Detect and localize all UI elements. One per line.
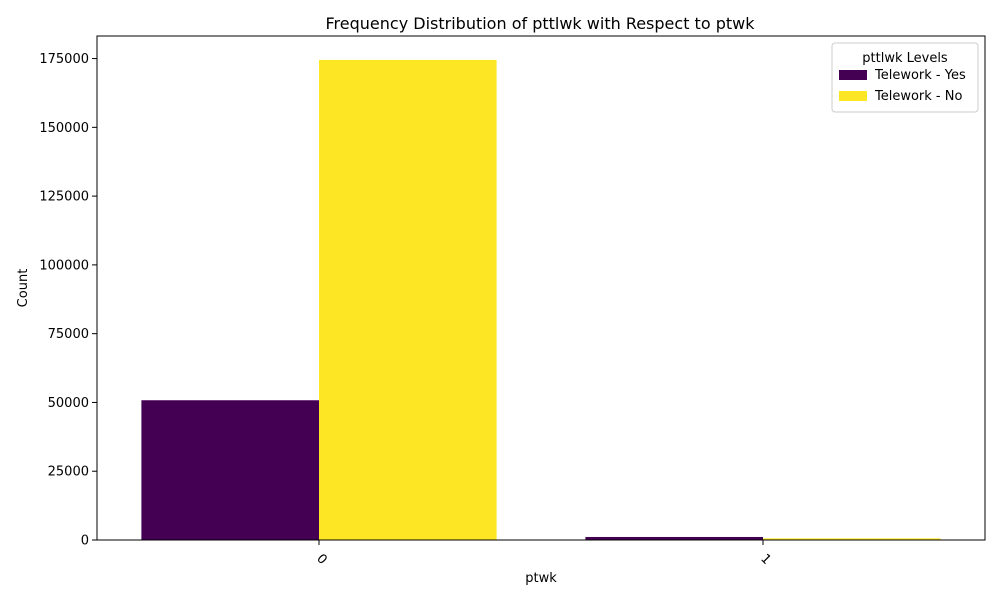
y-tick-label: 75000 — [48, 327, 89, 342]
legend-title: pttlwk Levels — [862, 51, 948, 66]
y-tick-label: 125000 — [39, 190, 89, 205]
legend-label: Telework - Yes — [874, 68, 966, 83]
bars-group — [141, 59, 941, 540]
y-tick-label: 0 — [81, 534, 89, 549]
legend-entries: Telework - Yes Telework - No — [839, 68, 966, 104]
y-tick-label: 175000 — [39, 52, 89, 67]
legend-label: Telework - No — [874, 89, 962, 104]
y-tick-label: 50000 — [48, 396, 89, 411]
x-axis-label: ptwk — [525, 571, 557, 586]
bar-telework-no-cat-0 — [319, 59, 497, 540]
x-tick-label: 0 — [313, 551, 329, 567]
y-axis-ticks: 0 25000 50000 75000 100000 125000 150000 175000 — [39, 52, 97, 549]
y-axis-label: Count — [16, 269, 31, 308]
legend-swatch — [839, 91, 867, 101]
legend-box — [831, 42, 979, 113]
plot-frame — [96, 35, 986, 541]
y-tick-label: 150000 — [39, 121, 89, 136]
bar-telework-yes-cat-0 — [141, 400, 319, 540]
chart-title: Frequency Distribution of pttlwk with Re… — [326, 14, 756, 33]
bar-telework-no-cat-1 — [763, 538, 941, 540]
legend-swatch — [839, 70, 867, 80]
y-tick-label: 25000 — [48, 465, 89, 480]
bar-telework-yes-cat-1 — [585, 536, 763, 540]
y-tick-label: 100000 — [39, 258, 89, 273]
x-tick-label: 1 — [757, 551, 773, 567]
legend: pttlwk Levels Telework - Yes Telework - N… — [831, 42, 979, 113]
